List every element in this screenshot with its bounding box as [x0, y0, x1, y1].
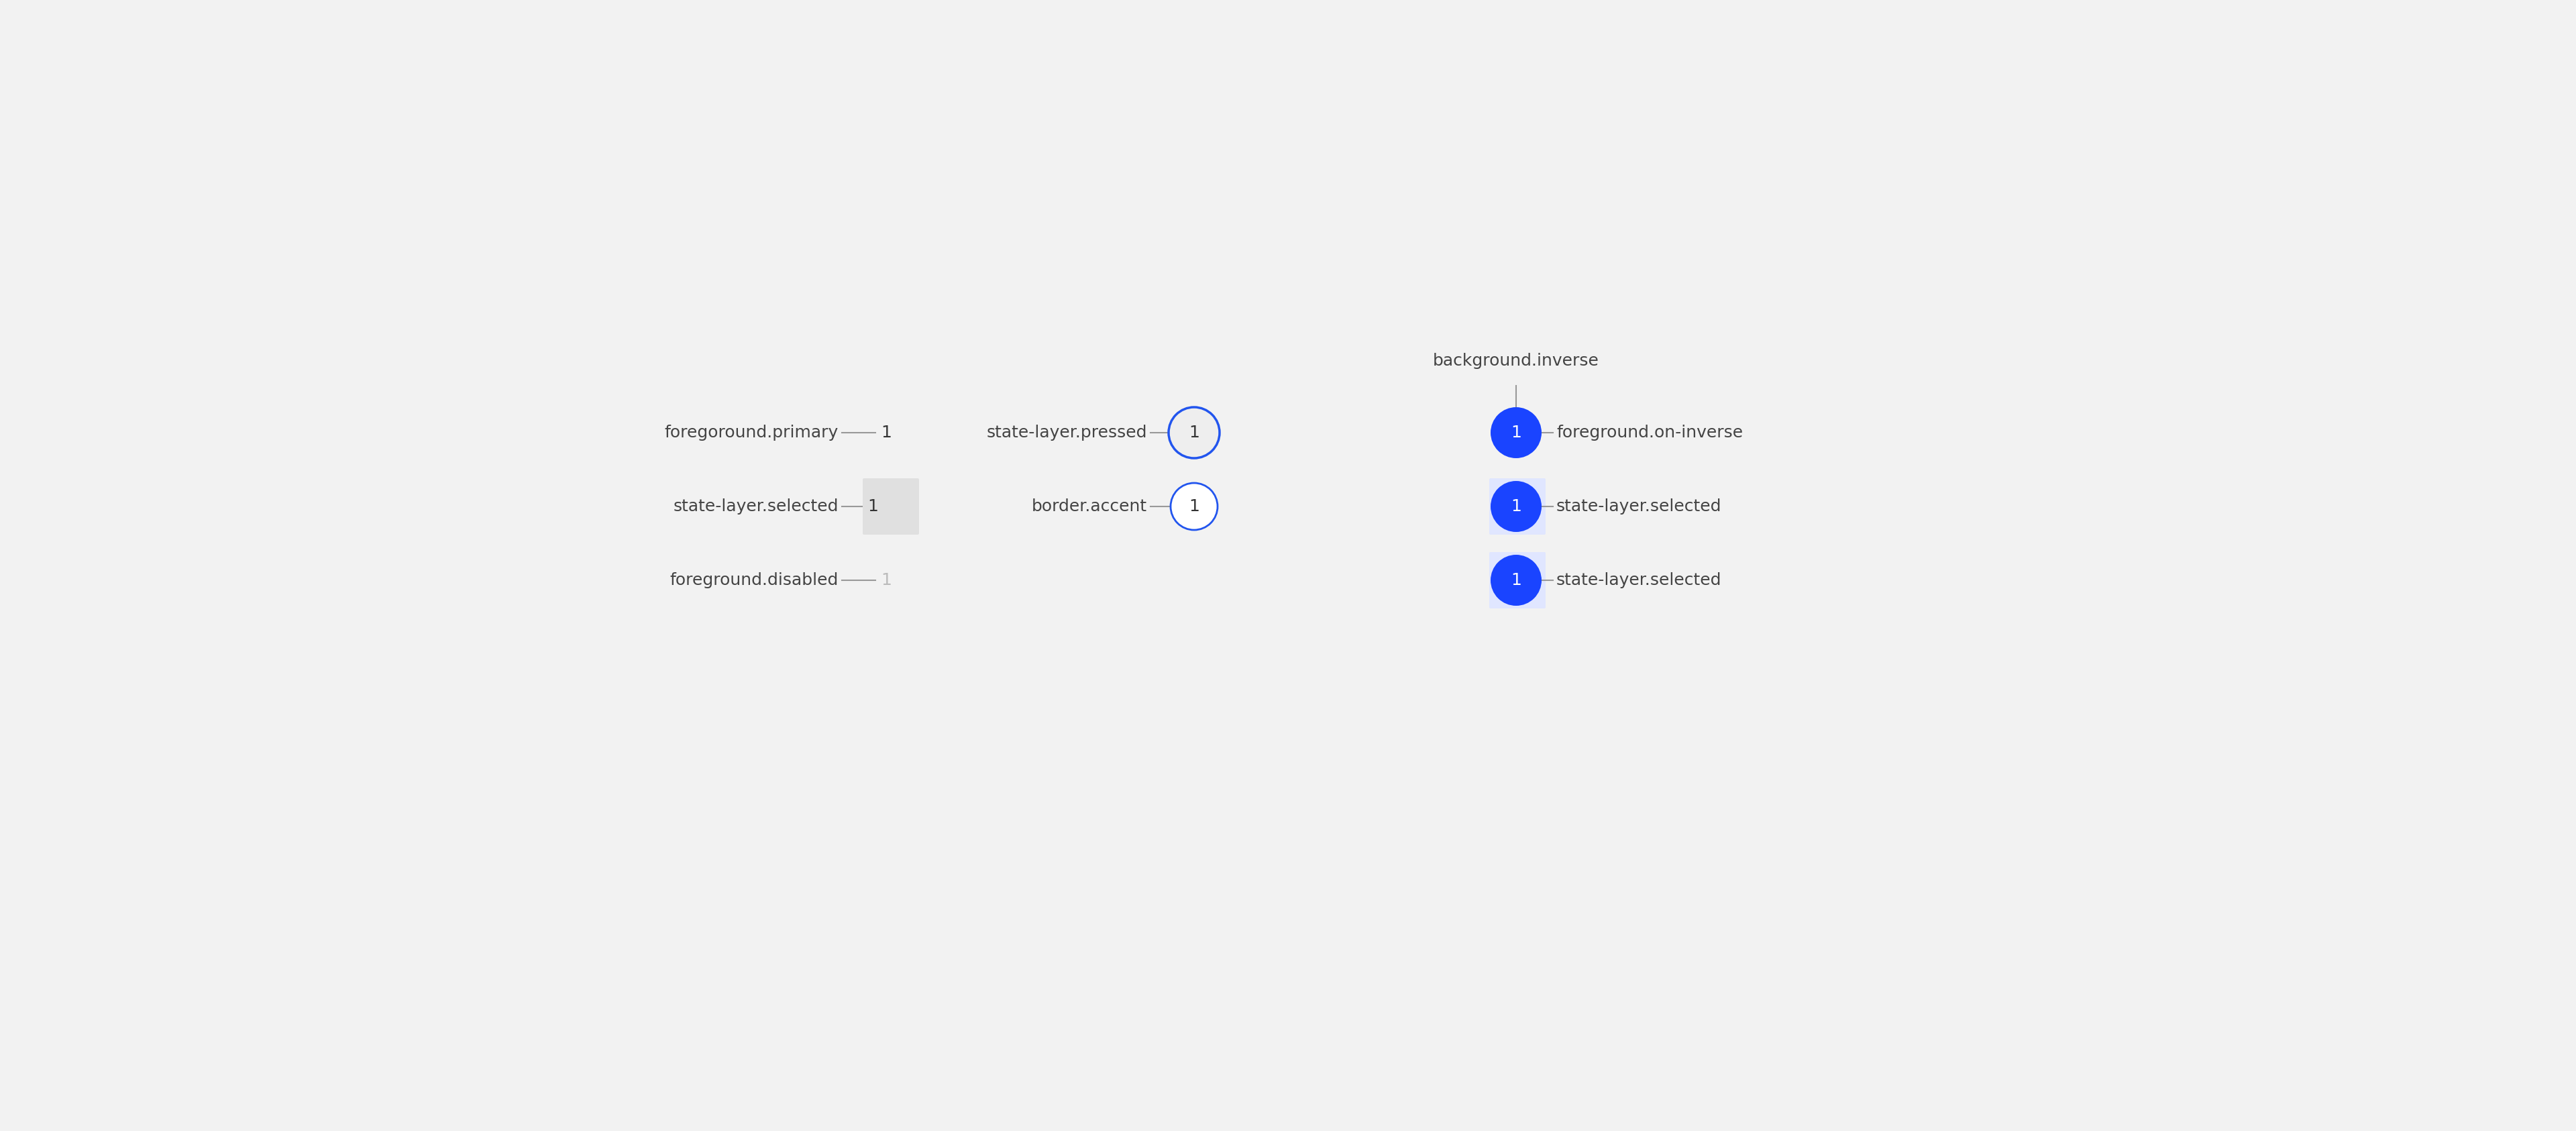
- Text: 1: 1: [1510, 572, 1522, 588]
- Text: 1: 1: [881, 424, 891, 441]
- Text: 1: 1: [868, 499, 878, 515]
- Text: 1: 1: [1510, 424, 1522, 441]
- Text: state-layer.pressed: state-layer.pressed: [987, 424, 1146, 441]
- Text: state-layer.selected: state-layer.selected: [1556, 572, 1721, 588]
- Text: background.inverse: background.inverse: [1432, 353, 1600, 369]
- Text: 1: 1: [881, 572, 891, 588]
- Text: 1: 1: [1510, 499, 1522, 515]
- FancyBboxPatch shape: [1489, 552, 1546, 608]
- Text: state-layer.selected: state-layer.selected: [672, 499, 840, 515]
- FancyBboxPatch shape: [1489, 478, 1546, 535]
- Text: 1: 1: [1188, 499, 1200, 515]
- Text: border.accent: border.accent: [1030, 499, 1146, 515]
- Circle shape: [1170, 483, 1218, 530]
- FancyBboxPatch shape: [863, 478, 920, 535]
- Circle shape: [1492, 407, 1540, 458]
- Text: foregoround.primary: foregoround.primary: [665, 424, 840, 441]
- Text: state-layer.selected: state-layer.selected: [1556, 499, 1721, 515]
- Text: foreground.on-inverse: foreground.on-inverse: [1556, 424, 1744, 441]
- Circle shape: [1170, 407, 1218, 458]
- Circle shape: [1492, 481, 1540, 532]
- Text: 1: 1: [1188, 424, 1200, 441]
- Text: foreground.disabled: foreground.disabled: [670, 572, 840, 588]
- Circle shape: [1492, 555, 1540, 606]
